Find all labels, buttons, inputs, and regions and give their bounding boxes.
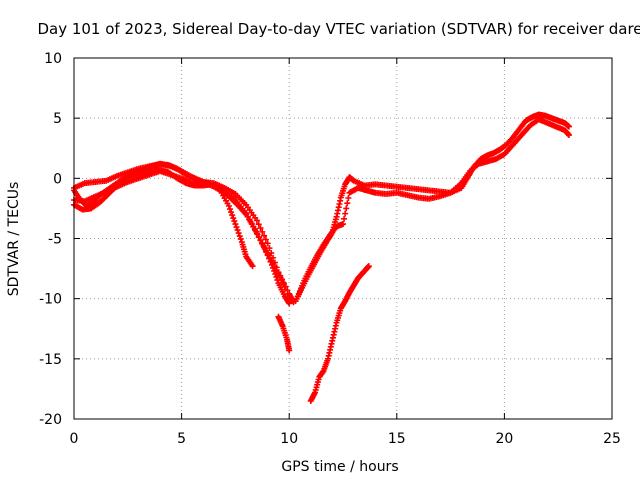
series-track-e <box>292 111 572 305</box>
data-point-marker <box>270 260 277 267</box>
series-track-c <box>71 168 297 306</box>
data-point-marker <box>253 230 260 237</box>
x-tick-label: 10 <box>280 431 298 447</box>
x-tick-label: 0 <box>70 431 79 447</box>
data-point-marker <box>268 257 275 264</box>
data-point-marker <box>252 227 259 234</box>
data-point-marker <box>286 347 293 354</box>
data-point-marker <box>236 233 243 240</box>
data-point-marker <box>344 200 351 207</box>
data-point-marker <box>262 247 269 254</box>
data-point-marker <box>273 274 280 281</box>
data-point-marker <box>264 240 271 247</box>
data-point-marker <box>342 210 349 217</box>
data-point-marker <box>230 215 237 222</box>
y-axis-label: SDTVAR / TECUs <box>6 182 22 297</box>
data-point-marker <box>250 223 257 230</box>
data-point-marker <box>227 206 234 213</box>
y-tick-label: -20 <box>39 412 62 428</box>
y-tick-label: 0 <box>53 171 62 187</box>
y-tick-label: -5 <box>48 232 62 248</box>
data-point-marker <box>565 132 572 139</box>
data-point-marker <box>273 267 280 274</box>
data-point-marker <box>225 203 232 210</box>
data-point-marker <box>235 230 242 237</box>
data-point-marker <box>231 218 238 225</box>
data-point-marker <box>232 221 239 228</box>
series-track-f <box>294 116 572 300</box>
data-point-marker <box>261 232 268 239</box>
x-tick-label: 15 <box>388 431 406 447</box>
data-point-marker <box>343 205 350 212</box>
data-point-marker <box>233 224 240 231</box>
data-point-marker <box>229 212 236 219</box>
data-point-marker <box>253 217 260 224</box>
data-point-marker <box>281 283 288 290</box>
axis-ticks: 0 5 10 15 20 25 -20 -15 -10 -5 0 5 10 <box>39 51 621 447</box>
data-point-marker <box>261 244 268 251</box>
data-series-layer <box>71 111 572 404</box>
data-point-marker <box>255 221 262 228</box>
y-tick-label: 5 <box>53 111 62 127</box>
y-tick-label: -15 <box>39 352 62 368</box>
data-point-marker <box>266 254 273 261</box>
data-point-marker <box>264 251 271 258</box>
y-tick-label: 10 <box>44 51 62 67</box>
x-tick-label: 25 <box>603 431 621 447</box>
x-tick-label: 20 <box>495 431 513 447</box>
data-point-marker <box>259 228 266 235</box>
data-point-marker <box>255 234 262 241</box>
data-point-marker <box>244 213 251 220</box>
data-point-marker <box>234 227 241 234</box>
x-tick-label: 5 <box>177 431 186 447</box>
data-point-marker <box>259 240 266 247</box>
data-point-marker <box>249 263 256 270</box>
x-axis-label: GPS time / hours <box>281 459 398 475</box>
data-point-marker <box>340 221 346 228</box>
data-point-marker <box>365 263 372 270</box>
data-point-marker <box>271 263 278 270</box>
data-point-marker <box>228 209 235 216</box>
data-point-marker <box>286 300 293 307</box>
data-point-marker <box>268 249 275 256</box>
data-point-marker <box>257 225 264 232</box>
data-point-marker <box>565 123 572 130</box>
series-track-d <box>71 160 288 290</box>
data-point-marker <box>248 220 255 227</box>
data-point-marker <box>257 237 264 244</box>
data-point-marker <box>284 287 291 294</box>
data-point-marker <box>341 215 348 222</box>
chart-title: Day 101 of 2023, Sidereal Day-to-day VTE… <box>37 20 640 38</box>
data-point-marker <box>246 217 253 224</box>
series-track-a <box>71 160 256 270</box>
data-point-marker <box>243 210 250 217</box>
data-point-marker <box>266 245 273 252</box>
data-point-marker <box>237 236 244 243</box>
data-point-marker <box>345 194 352 201</box>
y-tick-label: -10 <box>39 292 62 308</box>
series-track-g <box>275 263 372 404</box>
grid-lines <box>74 58 612 419</box>
data-point-marker <box>262 236 269 243</box>
